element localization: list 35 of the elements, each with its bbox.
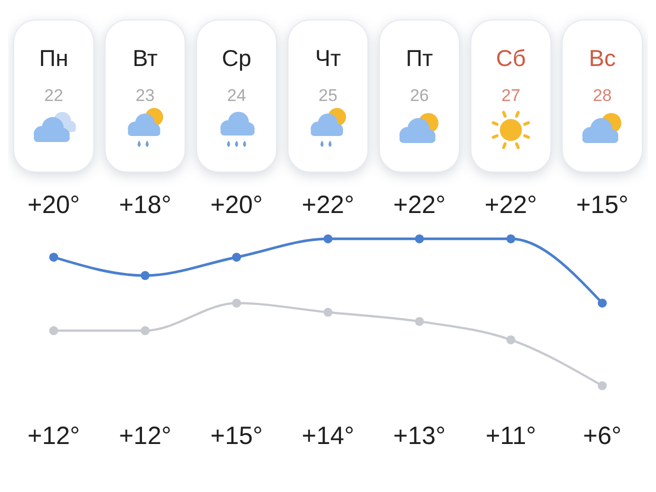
x-tick-label: Вт 23	[132, 45, 158, 105]
data-label: +13°	[393, 422, 446, 450]
x-tick-label: Пт 26	[406, 45, 434, 105]
point	[49, 252, 58, 262]
data-label: +20°	[28, 191, 80, 219]
data-label: +22°	[393, 191, 446, 219]
point	[324, 308, 332, 317]
x-tick-label: Пн 22	[39, 45, 68, 105]
data-label: +15°	[210, 422, 263, 450]
point	[49, 326, 58, 336]
data-label: +12°	[118, 422, 172, 450]
point	[140, 326, 150, 336]
x-tick-label: Вс 28	[588, 45, 616, 105]
data-label: +12°	[28, 422, 80, 450]
point	[140, 271, 150, 280]
point	[232, 252, 242, 262]
point	[598, 298, 607, 308]
data-label: +11°	[486, 422, 536, 450]
x-tick-label: Ср 24	[222, 45, 252, 105]
point	[414, 234, 424, 244]
point	[506, 335, 516, 344]
x-tick-label: Сб 27	[496, 45, 526, 105]
point	[324, 234, 332, 244]
point	[232, 298, 242, 308]
data-label: +18°	[118, 191, 172, 219]
data-label: +6°	[583, 422, 622, 450]
point	[598, 381, 607, 390]
x-tick-label: Чт 25	[315, 45, 342, 105]
point	[414, 316, 424, 326]
data-label: +22°	[484, 191, 538, 219]
data-label: +22°	[302, 191, 354, 219]
point	[506, 234, 516, 244]
data-label: +20°	[210, 191, 263, 219]
data-label: +14°	[302, 422, 354, 450]
data-label: +15°	[576, 191, 628, 219]
